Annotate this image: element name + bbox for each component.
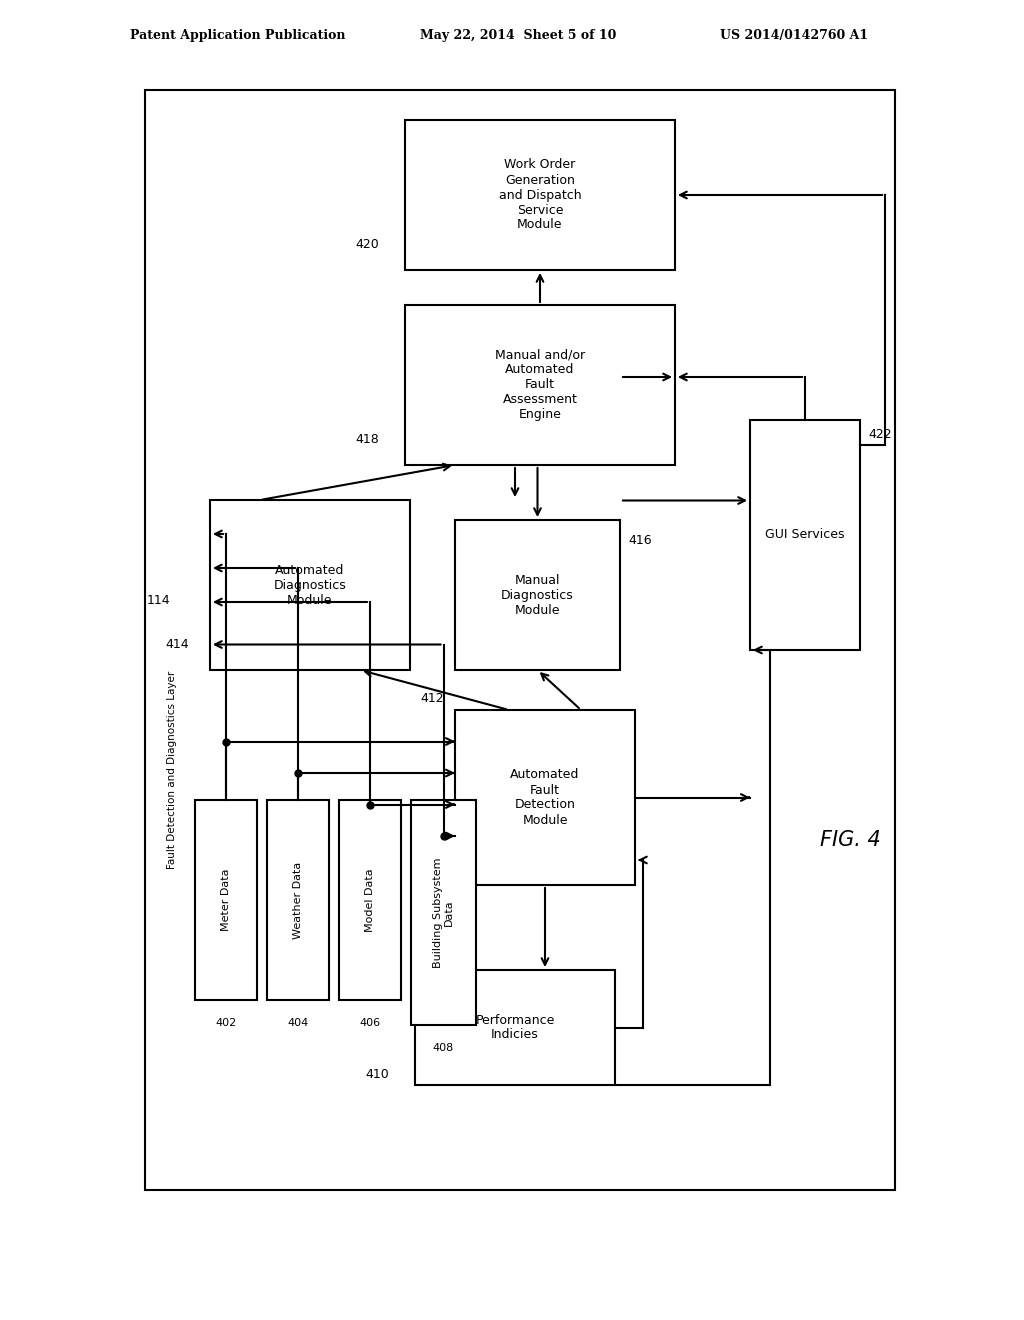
- Text: 114: 114: [146, 594, 170, 606]
- Text: 410: 410: [365, 1068, 389, 1081]
- FancyBboxPatch shape: [145, 90, 895, 1191]
- FancyBboxPatch shape: [455, 520, 620, 671]
- Text: 422: 422: [868, 429, 892, 441]
- Text: Fault Detection and Diagnostics Layer: Fault Detection and Diagnostics Layer: [167, 671, 177, 869]
- Text: 414: 414: [165, 639, 188, 652]
- Text: Manual and/or
Automated
Fault
Assessment
Engine: Manual and/or Automated Fault Assessment…: [495, 348, 585, 421]
- Text: Building Subsystem
Data: Building Subsystem Data: [433, 857, 455, 968]
- Text: 412: 412: [420, 692, 443, 705]
- Text: Work Order
Generation
and Dispatch
Service
Module: Work Order Generation and Dispatch Servi…: [499, 158, 582, 231]
- Text: 408: 408: [433, 1043, 454, 1053]
- FancyBboxPatch shape: [415, 970, 615, 1085]
- FancyBboxPatch shape: [267, 800, 329, 1001]
- Text: 404: 404: [288, 1018, 308, 1028]
- Text: 420: 420: [355, 239, 379, 252]
- Text: Model Data: Model Data: [365, 869, 375, 932]
- FancyBboxPatch shape: [750, 420, 860, 649]
- Text: 406: 406: [359, 1018, 381, 1028]
- FancyBboxPatch shape: [195, 800, 257, 1001]
- FancyBboxPatch shape: [411, 800, 476, 1026]
- Text: Performance
Indicies: Performance Indicies: [475, 1014, 555, 1041]
- Text: 418: 418: [355, 433, 379, 446]
- Text: Manual
Diagnostics
Module: Manual Diagnostics Module: [501, 573, 573, 616]
- Text: GUI Services: GUI Services: [765, 528, 845, 541]
- FancyBboxPatch shape: [406, 120, 675, 271]
- Text: Weather Data: Weather Data: [293, 862, 303, 939]
- Text: Automated
Fault
Detection
Module: Automated Fault Detection Module: [510, 768, 580, 826]
- Text: Patent Application Publication: Patent Application Publication: [130, 29, 345, 41]
- FancyBboxPatch shape: [455, 710, 635, 884]
- Text: 402: 402: [215, 1018, 237, 1028]
- FancyBboxPatch shape: [339, 800, 401, 1001]
- Text: May 22, 2014  Sheet 5 of 10: May 22, 2014 Sheet 5 of 10: [420, 29, 616, 41]
- Text: 416: 416: [628, 533, 651, 546]
- Text: Meter Data: Meter Data: [221, 869, 231, 931]
- Text: Automated
Diagnostics
Module: Automated Diagnostics Module: [273, 564, 346, 606]
- FancyBboxPatch shape: [210, 500, 410, 671]
- FancyBboxPatch shape: [406, 305, 675, 465]
- Text: FIG. 4: FIG. 4: [819, 830, 881, 850]
- Text: US 2014/0142760 A1: US 2014/0142760 A1: [720, 29, 868, 41]
